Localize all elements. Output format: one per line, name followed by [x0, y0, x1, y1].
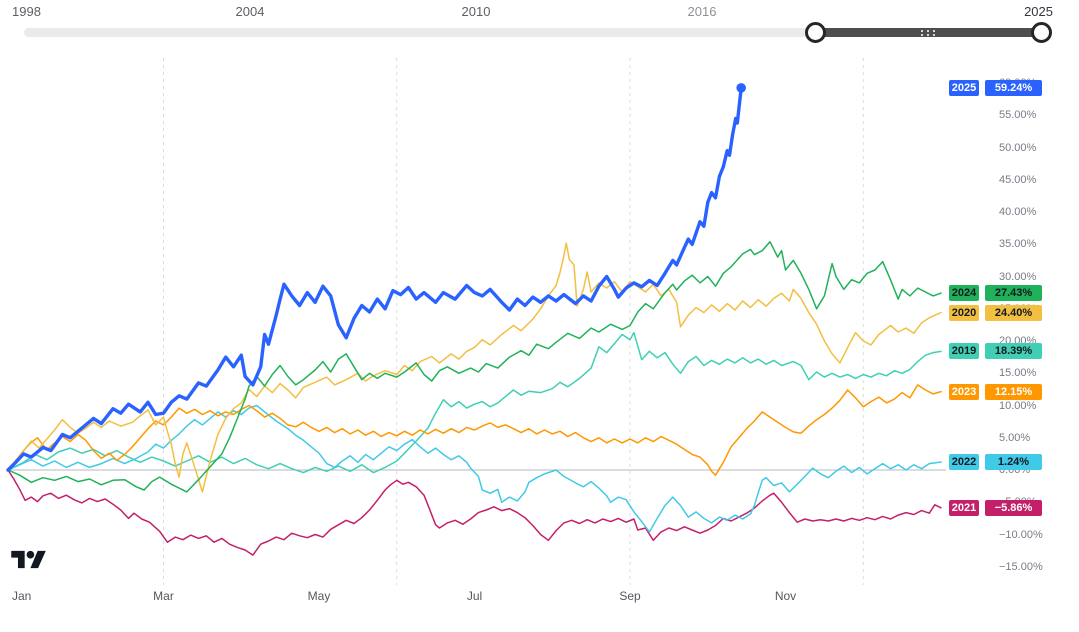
tradingview-logo[interactable] [10, 548, 47, 571]
timeline-handle-left[interactable] [804, 22, 826, 43]
series-line-2022 [7, 404, 942, 533]
price-scale-label: 35.00% [999, 238, 1037, 251]
badge-value-label: 18.39% [985, 343, 1042, 360]
badge-year-label: 2022 [949, 454, 979, 470]
time-scale-label-Jul: Jul [466, 589, 483, 603]
timeline-year-label-1998: 1998 [12, 4, 41, 19]
time-scale-label-Jan: Jan [12, 589, 32, 603]
price-scale-label: 45.00% [999, 173, 1037, 186]
timeline-year-label-2010: 2010 [461, 4, 491, 19]
badge-year-label: 2024 [949, 285, 979, 302]
badge-value-label: 12.15% [985, 383, 1042, 400]
badge-value-label: 1.24% [985, 454, 1042, 470]
time-scale-label-Sep: Sep [619, 589, 641, 603]
badge-value-label: 59.24% [985, 79, 1042, 96]
timeline-grip-icon[interactable] [920, 29, 936, 37]
price-scale-label: 5.00% [999, 431, 1031, 444]
timeline-handle-right[interactable] [1030, 22, 1052, 43]
badge-year-label: 2025 [949, 79, 979, 96]
badge-year-label: 2021 [949, 499, 979, 516]
timeline-selected-range[interactable] [815, 28, 1041, 37]
price-scale-label: 15.00% [999, 367, 1037, 380]
price-scale-label: 40.00% [999, 206, 1037, 218]
timeline-year-label-2016: 2016 [687, 4, 717, 19]
series-line-2023 [7, 384, 942, 476]
series-line-2025 [6, 86, 743, 472]
price-scale-label: 30.00% [999, 270, 1037, 283]
badge-value-label: −5.86% [985, 499, 1042, 516]
series-line-2021 [7, 469, 942, 556]
badge-value-label: 24.40% [985, 304, 1042, 321]
series-line-2019 [7, 331, 942, 474]
price-scale-label: 55.00% [999, 109, 1037, 122]
badge-year-label: 2020 [949, 304, 979, 321]
price-scale-label: 10.00% [999, 399, 1037, 412]
time-scale-label-May: May [307, 589, 331, 603]
timeline-year-label-2004: 2004 [235, 4, 265, 19]
timeline-track[interactable] [24, 28, 1041, 37]
series-end-dot-2025 [736, 83, 746, 93]
timeline-year-label-2025: 2025 [1024, 4, 1053, 19]
price-scale-label: 50.00% [999, 141, 1037, 154]
badge-value-label: 27.43% [985, 285, 1042, 302]
series-line-2024 [7, 240, 942, 493]
price-scale-label: −10.00% [999, 528, 1043, 541]
badge-year-label: 2023 [949, 383, 979, 400]
time-scale-label-Nov: Nov [774, 589, 797, 603]
year-range-scrubber: 1998 2004 2010 2016 2025 [0, 0, 1079, 52]
badge-year-label: 2019 [949, 343, 979, 360]
series-line-2020 [7, 242, 942, 493]
time-scale-label-Mar: Mar [153, 589, 174, 603]
price-scale-label: −15.00% [999, 560, 1043, 573]
